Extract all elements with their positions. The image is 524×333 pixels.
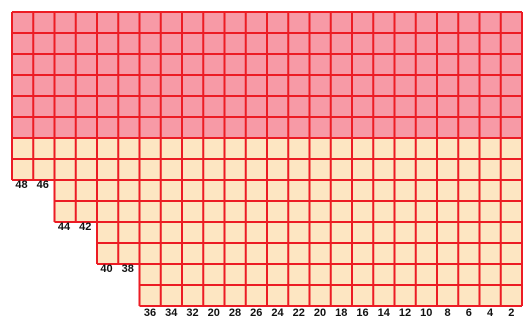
bottom-label: 22: [292, 307, 305, 319]
bottom-label: 16: [356, 307, 369, 319]
stair-label: 38: [121, 263, 134, 275]
bottom-label: 2: [508, 307, 515, 319]
stair-label: 46: [36, 179, 49, 191]
bottom-label: 10: [420, 307, 433, 319]
stair-label: 40: [100, 263, 113, 275]
bottom-label: 24: [271, 307, 284, 319]
stair-label: 48: [15, 179, 28, 191]
bottom-label: 26: [250, 307, 263, 319]
stair-label: 44: [57, 221, 71, 233]
stair-label: 42: [79, 221, 92, 233]
bottom-label: 14: [377, 307, 390, 319]
bottom-label: 4: [486, 307, 494, 319]
bottom-label: 34: [165, 307, 178, 319]
bottom-label: 32: [186, 307, 199, 319]
bottom-label: 20: [207, 307, 220, 319]
bottom-label: 28: [228, 307, 242, 319]
bottom-label: 8: [444, 307, 451, 319]
bottom-label: 12: [398, 307, 412, 319]
bottom-label: 6: [465, 307, 472, 319]
bottom-label: 18: [335, 307, 348, 319]
bottom-label: 36: [143, 307, 157, 319]
bottom-label: 20: [313, 307, 327, 319]
